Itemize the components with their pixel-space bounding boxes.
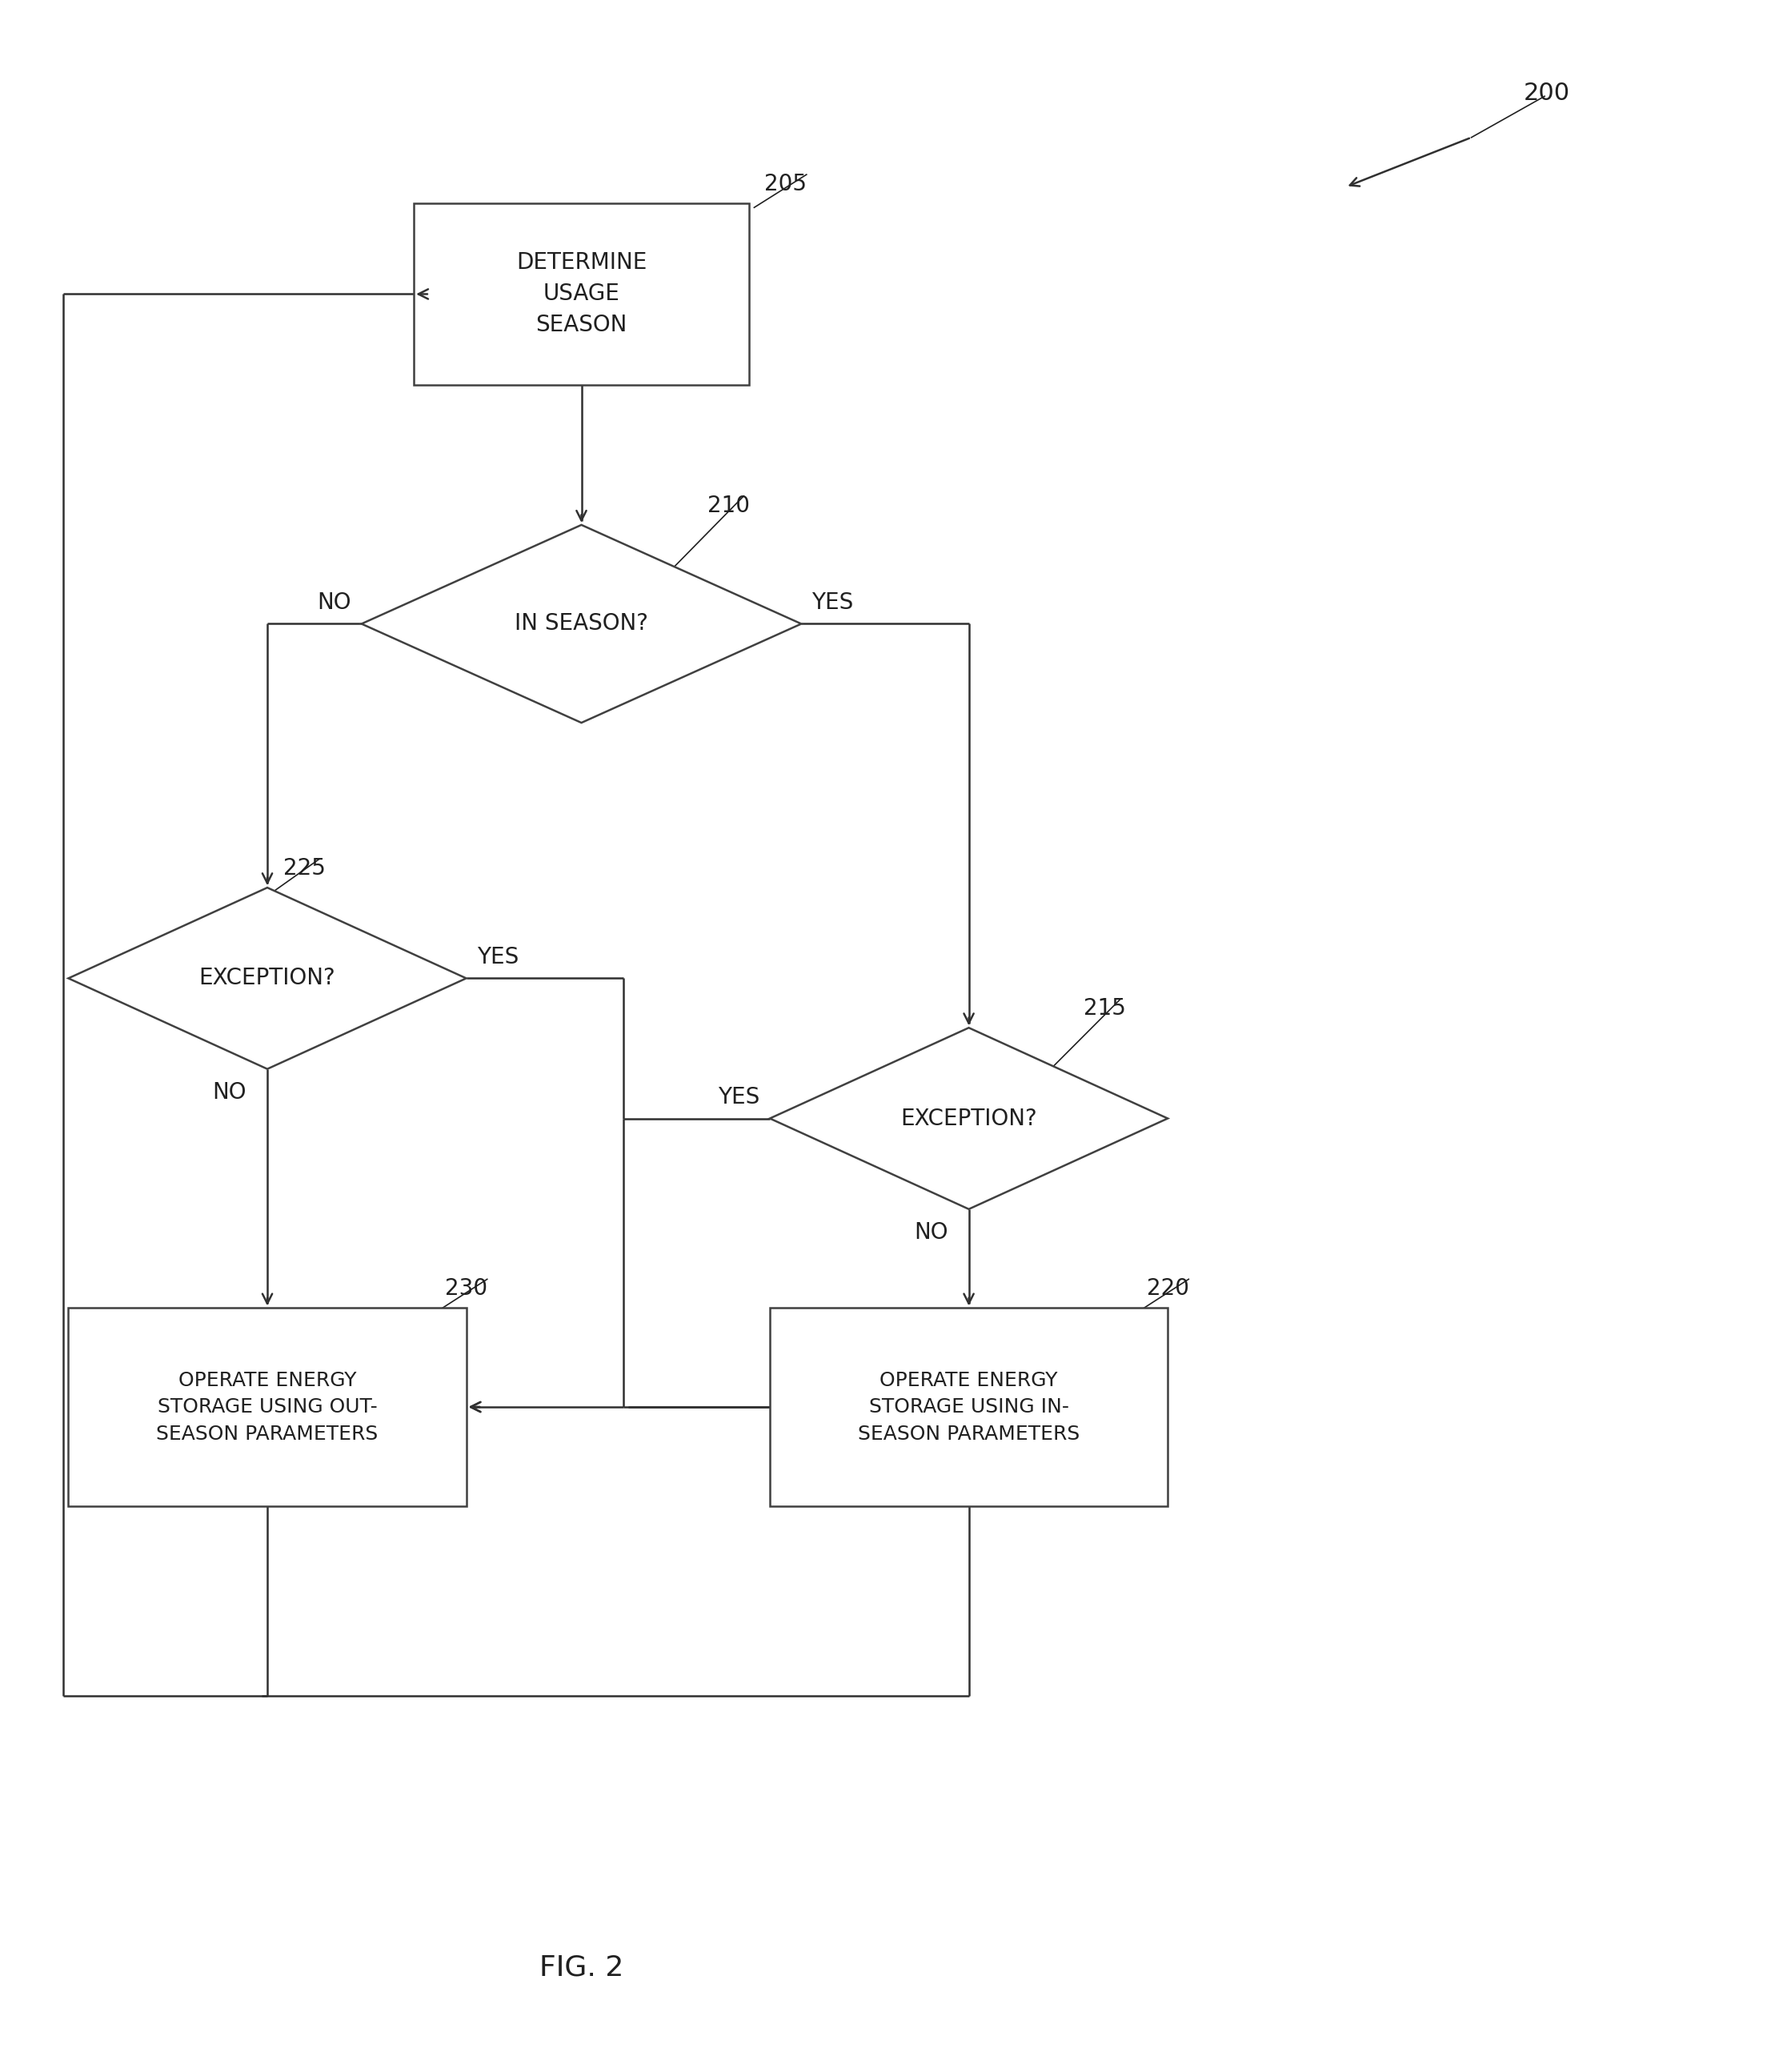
Polygon shape bbox=[770, 1028, 1168, 1210]
FancyBboxPatch shape bbox=[770, 1307, 1168, 1506]
FancyBboxPatch shape bbox=[68, 1307, 466, 1506]
Text: FIG. 2: FIG. 2 bbox=[539, 1954, 623, 1981]
FancyBboxPatch shape bbox=[414, 203, 749, 385]
Text: 225: 225 bbox=[283, 858, 326, 879]
Text: 200: 200 bbox=[1524, 81, 1571, 104]
Text: YES: YES bbox=[718, 1086, 759, 1109]
Text: 205: 205 bbox=[765, 172, 808, 195]
Text: 210: 210 bbox=[707, 495, 749, 516]
Text: NO: NO bbox=[913, 1222, 947, 1243]
Text: EXCEPTION?: EXCEPTION? bbox=[901, 1106, 1037, 1129]
Text: NO: NO bbox=[317, 591, 351, 613]
Text: OPERATE ENERGY
STORAGE USING OUT-
SEASON PARAMETERS: OPERATE ENERGY STORAGE USING OUT- SEASON… bbox=[156, 1370, 378, 1444]
Polygon shape bbox=[68, 887, 466, 1069]
Text: EXCEPTION?: EXCEPTION? bbox=[199, 968, 335, 990]
Text: 220: 220 bbox=[1146, 1276, 1189, 1299]
Text: DETERMINE
USAGE
SEASON: DETERMINE USAGE SEASON bbox=[516, 251, 647, 336]
Text: 215: 215 bbox=[1084, 997, 1127, 1019]
Text: NO: NO bbox=[213, 1082, 247, 1104]
Polygon shape bbox=[362, 524, 801, 723]
Text: YES: YES bbox=[811, 591, 854, 613]
Text: IN SEASON?: IN SEASON? bbox=[514, 613, 648, 634]
Text: YES: YES bbox=[476, 947, 519, 968]
Text: OPERATE ENERGY
STORAGE USING IN-
SEASON PARAMETERS: OPERATE ENERGY STORAGE USING IN- SEASON … bbox=[858, 1370, 1080, 1444]
Text: 230: 230 bbox=[446, 1276, 487, 1299]
